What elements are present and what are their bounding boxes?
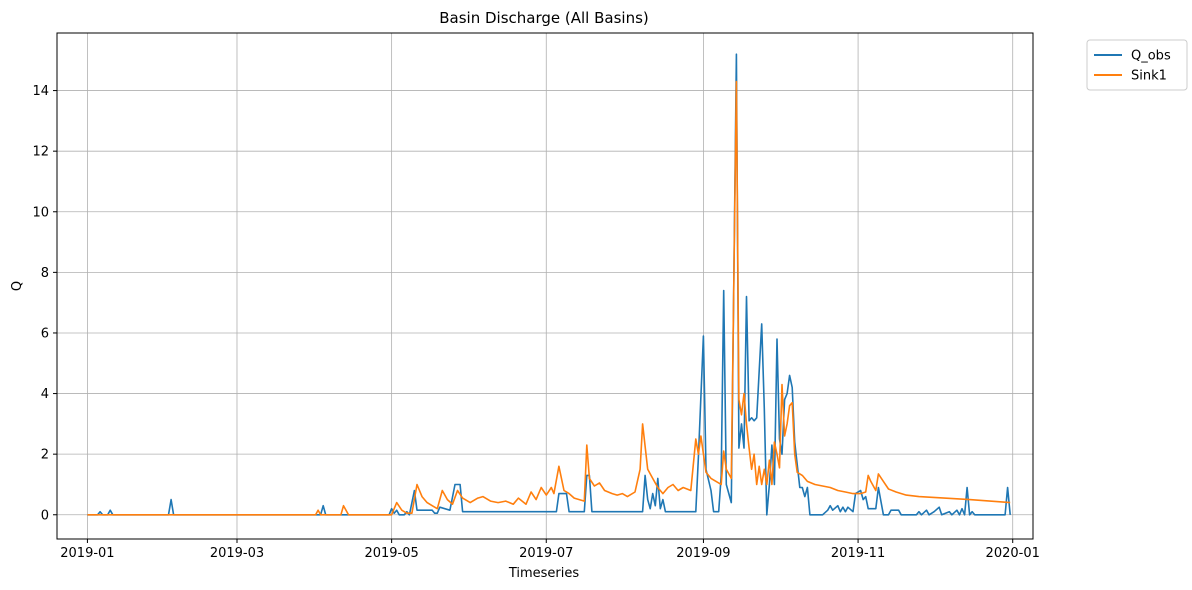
y-tick-label: 2 bbox=[41, 448, 49, 463]
y-tick-label: 4 bbox=[41, 387, 49, 402]
x-tick-label: 2020-01 bbox=[986, 546, 1040, 561]
y-tick-label: 0 bbox=[41, 508, 49, 523]
x-tick-label: 2019-01 bbox=[60, 546, 114, 561]
x-tick-label: 2019-07 bbox=[519, 546, 573, 561]
x-tick-label: 2019-11 bbox=[831, 546, 885, 561]
series-line-q-obs bbox=[87, 53, 1011, 516]
x-tick-label: 2019-05 bbox=[364, 546, 418, 561]
plot-area bbox=[57, 33, 1033, 539]
x-tick-label: 2019-09 bbox=[676, 546, 730, 561]
y-tick-label: 6 bbox=[41, 326, 49, 341]
y-tick-label: 8 bbox=[41, 266, 49, 281]
x-axis: 2019-01 2019-03 2019-05 2019-07 2019-09 2019-… bbox=[60, 539, 1040, 561]
legend-label: Sink1 bbox=[1131, 69, 1167, 84]
legend-box bbox=[1086, 39, 1188, 91]
legend: Q_obs Sink1 bbox=[1086, 39, 1188, 91]
legend-label: Q_obs bbox=[1131, 49, 1171, 64]
y-tick-label: 12 bbox=[32, 145, 49, 160]
y-axis: 0 2 4 6 8 10 12 14 bbox=[32, 84, 57, 523]
x-tick-label: 2019-03 bbox=[210, 546, 264, 561]
y-tick-label: 10 bbox=[32, 205, 49, 220]
chart-title: Basin Discharge (All Basins) bbox=[439, 9, 649, 27]
series-line-sink1 bbox=[87, 80, 1011, 516]
series-lines bbox=[87, 53, 1011, 516]
y-axis-label: Q bbox=[10, 281, 25, 291]
y-tick-label: 14 bbox=[32, 84, 49, 99]
x-axis-label: Timeseries bbox=[508, 566, 580, 581]
plot-frame bbox=[56, 32, 1034, 540]
